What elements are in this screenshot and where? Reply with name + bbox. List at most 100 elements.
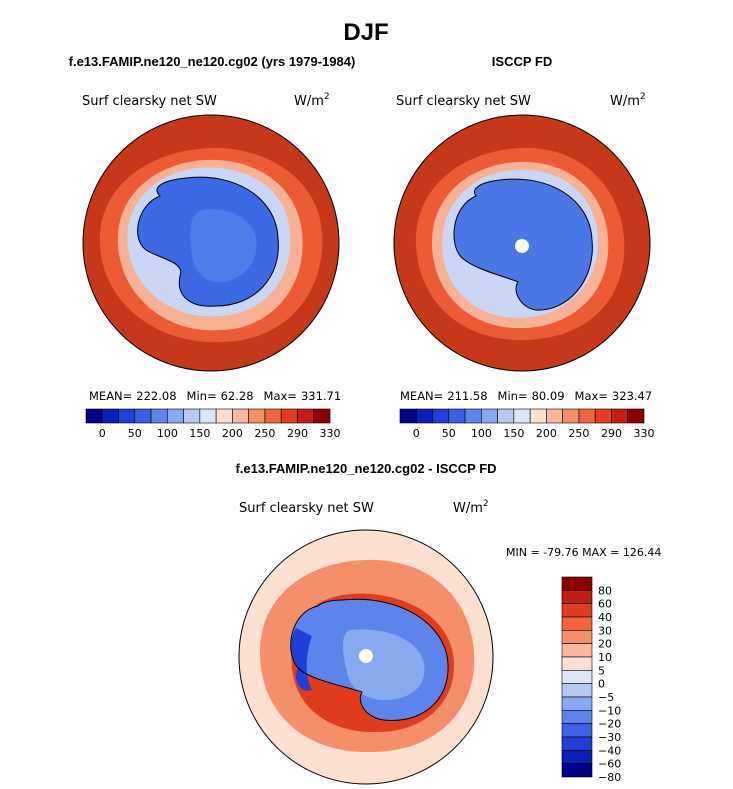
panel-c-interior bbox=[342, 629, 425, 700]
panel-c-minmax: MIN = -79.76 MAX = 126.44 bbox=[506, 546, 661, 559]
panel-c-colorbar-label: −30 bbox=[598, 731, 621, 744]
panel-b-colorbar-swatch bbox=[399, 408, 417, 424]
panel-c-colorbar-swatch bbox=[561, 683, 593, 698]
panel-c-colorbar-label: −40 bbox=[598, 744, 621, 757]
panel-b-header: ISCCP FD bbox=[492, 54, 552, 69]
panel-a-colorbar-swatch bbox=[118, 408, 136, 424]
panel-a-colorbar-swatch bbox=[297, 408, 315, 424]
panel-c-colorbar-label: 60 bbox=[598, 598, 612, 611]
panel-a-colorbar-swatch bbox=[134, 408, 152, 424]
panel-b-colorbar-swatch bbox=[529, 408, 547, 424]
panel-c-colorbar-swatch bbox=[561, 736, 593, 751]
panel-a-colorbar-tick: 150 bbox=[189, 427, 210, 440]
panel-c-border bbox=[238, 529, 494, 785]
panel-b-pole-hole bbox=[515, 239, 529, 253]
panel-b-colorbar-tick: 200 bbox=[536, 427, 557, 440]
panel-c-colorbar-label: −60 bbox=[598, 758, 621, 771]
panel-a-colorbar-swatch bbox=[248, 408, 266, 424]
panel-b-colorbar-swatch bbox=[594, 408, 612, 424]
panel-c-colorbar-swatch bbox=[561, 710, 593, 724]
panel-a-colorbar-tick: 290 bbox=[287, 427, 308, 440]
panel-c-pole-hole bbox=[359, 649, 373, 663]
panel-b-border bbox=[393, 114, 651, 372]
panel-b-colorbar-swatch bbox=[464, 408, 482, 424]
panel-c-colorbar-label: −10 bbox=[598, 704, 621, 717]
panel-c-colorbar-swatch bbox=[561, 750, 593, 764]
panel-a-colorbar-tick: 330 bbox=[320, 427, 341, 440]
panel-b-colorbar-swatch bbox=[448, 408, 466, 424]
panel-c-subtitle: Surf clearsky net SW bbox=[239, 501, 374, 516]
panel-c-colorbar-label: 30 bbox=[598, 624, 612, 637]
panel-c-colorbar-swatch bbox=[561, 576, 593, 591]
panel-a-subtitle: Surf clearsky net SW bbox=[82, 94, 217, 109]
panel-a-colorbar-tick: 200 bbox=[222, 427, 243, 440]
panel-b-colorbar-tick: 100 bbox=[471, 427, 492, 440]
panel-a-colorbar-swatch bbox=[264, 408, 282, 424]
panel-b-colorbar-tick: 150 bbox=[503, 427, 524, 440]
panel-b-colorbar-tick: 330 bbox=[634, 427, 655, 440]
panel-a-colorbar-swatch bbox=[85, 408, 103, 424]
panel-a-header: f.e13.FAMIP.ne120_ne120.cg02 (yrs 1979-1… bbox=[69, 54, 356, 69]
panel-a-interior bbox=[190, 209, 257, 283]
panel-b-colorbar-labels: 0 50 100 150 200 250 290 330 bbox=[413, 427, 655, 440]
panel-b-colorbar-swatch bbox=[432, 408, 450, 424]
panel-c-colorbar-swatch bbox=[561, 616, 593, 631]
panel-c-colorbar-swatch bbox=[561, 603, 593, 618]
panel-c-colorbar-swatch bbox=[561, 670, 593, 684]
panel-a-colorbar-swatch bbox=[183, 408, 201, 424]
panel-c-colorbar-swatch bbox=[561, 723, 593, 738]
panel-b-colorbar-swatch bbox=[497, 408, 515, 424]
panel-a-colorbar-swatch bbox=[167, 408, 184, 424]
panel-a-colorbar-swatch bbox=[150, 408, 168, 424]
panel-c-colorbar-swatch bbox=[561, 590, 593, 604]
panel-b-subtitle: Surf clearsky net SW bbox=[396, 94, 531, 109]
panel-a-border bbox=[82, 114, 340, 372]
panel-a-colorbar-swatch bbox=[101, 408, 119, 424]
panel-c-header: f.e13.FAMIP.ne120_ne120.cg02 - ISCCP FD bbox=[235, 461, 496, 476]
panel-a-colorbar-tick: 50 bbox=[128, 427, 142, 440]
panel-c-colorbar-label: −5 bbox=[598, 691, 614, 704]
panel-a-units: W/m2 bbox=[294, 92, 330, 109]
panel-b-colorbar-swatch bbox=[481, 408, 498, 424]
panel-a-colorbar-swatch bbox=[313, 408, 331, 424]
panel-a-colorbar-tick: 100 bbox=[157, 427, 178, 440]
panel-c-coast-negative bbox=[290, 628, 312, 691]
panel-c-colorbar-label: 10 bbox=[598, 651, 612, 664]
panel-b-colorbar-tick: 250 bbox=[568, 427, 589, 440]
panel-b-colorbar-tick: 290 bbox=[601, 427, 622, 440]
panel-c-colorbar-label: −20 bbox=[598, 718, 621, 731]
panel-c-colorbar-swatch bbox=[561, 656, 593, 671]
panel-b-colorbar bbox=[399, 408, 645, 424]
panel-a-colorbar-labels: 0 50 100 150 200 250 290 330 bbox=[99, 427, 341, 440]
panel-a-map bbox=[83, 115, 339, 371]
panel-a-colorbar bbox=[85, 408, 331, 424]
panel-c-colorbar-label: 80 bbox=[598, 584, 612, 597]
panel-a-stats: MEAN= 222.08 Min= 62.28 Max= 331.71 bbox=[89, 389, 341, 403]
panel-c-colorbar-label: −80 bbox=[598, 771, 621, 784]
panel-c-colorbar-swatch bbox=[561, 643, 593, 658]
panel-c-colorbar-swatch bbox=[561, 696, 593, 711]
panel-c-colorbar-label: 40 bbox=[598, 611, 612, 624]
panel-c-colorbar-label: 20 bbox=[598, 638, 612, 651]
panel-b-colorbar-swatch bbox=[415, 408, 433, 424]
panel-b-colorbar-swatch bbox=[513, 408, 531, 424]
panel-c-colorbar-swatch bbox=[561, 630, 593, 644]
panel-b-colorbar-swatch bbox=[578, 408, 596, 424]
panel-a-coastline bbox=[137, 176, 279, 307]
panel-b-units: W/m2 bbox=[610, 92, 646, 109]
panel-a-colorbar-tick: 250 bbox=[254, 427, 275, 440]
panel-b-colorbar-swatch bbox=[562, 408, 580, 424]
panel-b-colorbar-tick: 0 bbox=[413, 427, 420, 440]
panel-c-colorbar-swatch bbox=[561, 763, 593, 778]
panel-a-colorbar-swatch bbox=[280, 408, 298, 424]
panel-b-colorbar-swatch bbox=[627, 408, 645, 424]
panel-a-colorbar-swatch bbox=[215, 408, 233, 424]
panel-b-colorbar-tick: 50 bbox=[442, 427, 456, 440]
page-title: DJF bbox=[343, 19, 388, 46]
panel-c-colorbar-label: 0 bbox=[598, 678, 605, 691]
panel-a-colorbar-tick: 0 bbox=[99, 427, 106, 440]
panel-c-coastline bbox=[290, 598, 449, 721]
panel-c-colorbar-label: 5 bbox=[598, 664, 605, 677]
